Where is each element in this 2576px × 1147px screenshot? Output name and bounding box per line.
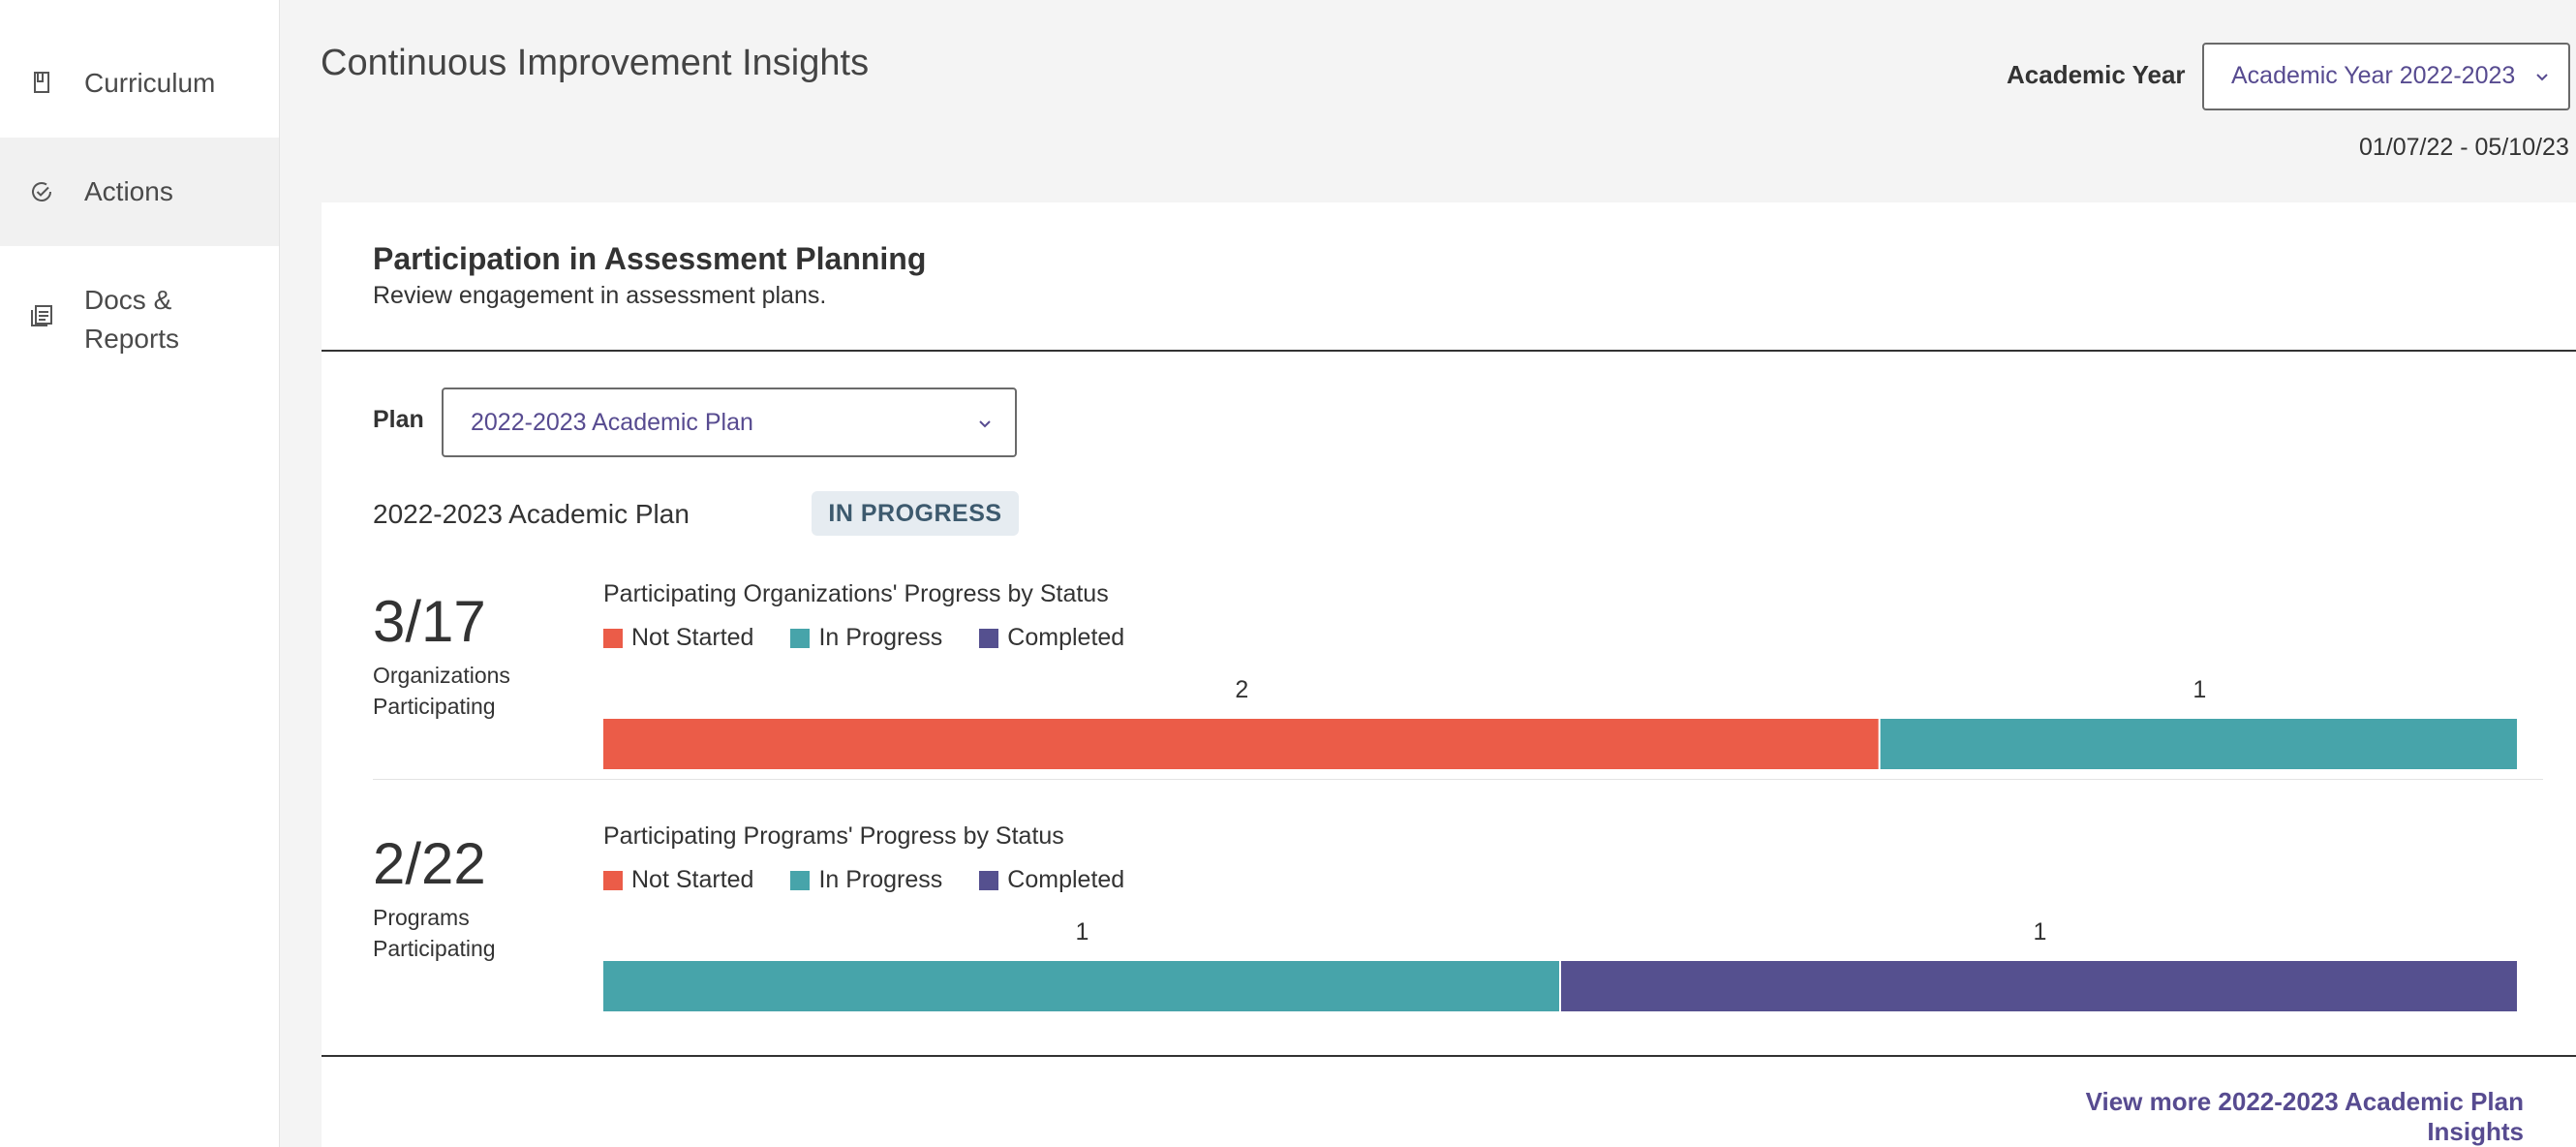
legend-item-not-started: Not Started [603, 866, 753, 894]
card-header-divider [322, 350, 2576, 352]
legend-item-in-progress: In Progress [790, 624, 942, 652]
bar-segment-in-progress [603, 961, 1559, 1011]
programs-legend: Not Started In Progress Completed [603, 866, 1161, 894]
plan-name: 2022-2023 Academic Plan [373, 499, 690, 529]
plan-label: Plan [373, 406, 424, 433]
sidebar-item-label: Curriculum [84, 68, 216, 98]
status-badge: IN PROGRESS [812, 491, 1019, 536]
legend-item-completed: Completed [979, 624, 1124, 652]
bar-segment-not-started [603, 719, 1879, 769]
organizations-legend: Not Started In Progress Completed [603, 624, 1161, 652]
legend-item-completed: Completed [979, 866, 1124, 894]
legend-text: In Progress [818, 624, 943, 651]
sidebar-item-label-line2: Reports [84, 324, 180, 354]
legend-item-not-started: Not Started [603, 624, 753, 652]
organizations-chart-title: Participating Organizations' Progress by… [603, 580, 1109, 607]
organizations-label-line1: Organizations [373, 663, 510, 688]
programs-label-line1: Programs [373, 905, 470, 930]
view-more-insights-link[interactable]: View more 2022-2023 Academic Plan Insigh… [2085, 1087, 2524, 1146]
legend-item-in-progress: In Progress [790, 866, 942, 894]
legend-text: Not Started [631, 866, 754, 893]
sidebar-item-actions[interactable]: Actions [0, 138, 279, 246]
sidebar-item-label-line1: Docs & [84, 285, 172, 315]
legend-text: In Progress [818, 866, 943, 893]
bar-value-label: 1 [2193, 676, 2206, 703]
academic-year-value: Academic Year 2022-2023 [2231, 62, 2516, 89]
programs-count-label: Programs Participating [373, 902, 496, 964]
check-circle-icon [29, 179, 54, 204]
sidebar-item-docs-reports[interactable]: Docs & Reports [0, 260, 279, 366]
organizations-count-label: Organizations Participating [373, 660, 510, 722]
programs-count: 2/22 [373, 831, 486, 896]
programs-label-line2: Participating [373, 936, 496, 961]
academic-year-select[interactable]: Academic Year 2022-2023 [2202, 43, 2570, 110]
card-footer-divider [322, 1055, 2576, 1057]
organizations-count: 3/17 [373, 589, 486, 654]
row-divider [373, 779, 2543, 780]
page-title: Continuous Improvement Insights [321, 43, 870, 83]
programs-chart-title: Participating Programs' Progress by Stat… [603, 822, 1064, 850]
participation-card: Participation in Assessment Planning Rev… [322, 202, 2576, 1147]
card-subtitle: Review engagement in assessment plans. [373, 282, 827, 309]
bar-value-label: 2 [1235, 676, 1248, 703]
bar-segment-in-progress [1880, 719, 2517, 769]
academic-year-label: Academic Year [2007, 60, 2186, 89]
book-icon [29, 70, 54, 95]
bar-value-label: 1 [2034, 918, 2047, 946]
plan-select-value: 2022-2023 Academic Plan [471, 409, 753, 436]
legend-text: Completed [1007, 624, 1125, 651]
sidebar-item-label: Docs & Reports [84, 281, 179, 358]
sidebar: Curriculum Actions Docs & Reports [0, 0, 280, 1147]
organizations-label-line2: Participating [373, 694, 496, 719]
bar-segment-completed [1561, 961, 2517, 1011]
legend-text: Not Started [631, 624, 754, 651]
chevron-down-icon [978, 417, 992, 434]
bar-value-label: 1 [1076, 918, 1089, 946]
chevron-down-icon [2535, 70, 2549, 87]
sidebar-item-label: Actions [84, 176, 173, 206]
plan-select[interactable]: 2022-2023 Academic Plan [442, 388, 1017, 457]
date-range: 01/07/22 - 05/10/23 [2359, 134, 2569, 161]
card-title: Participation in Assessment Planning [373, 241, 927, 276]
documents-icon [29, 303, 54, 328]
legend-text: Completed [1007, 866, 1125, 893]
sidebar-item-curriculum[interactable]: Curriculum [0, 50, 279, 114]
